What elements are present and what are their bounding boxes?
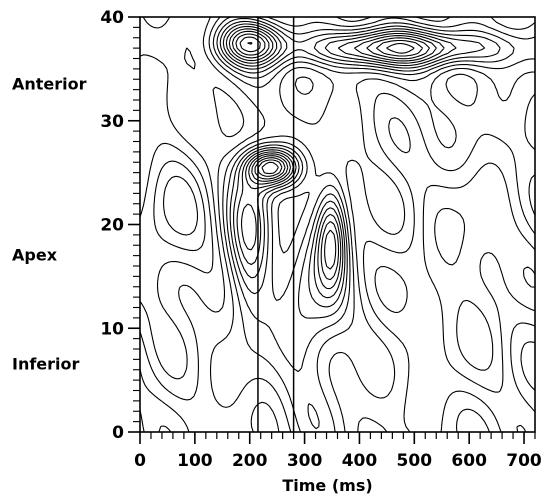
x-axis: 0 100 200 300 400 500 600 700 <box>134 432 542 471</box>
x-tick-label: 200 <box>232 451 268 471</box>
contour-level-6 <box>158 16 536 433</box>
region-label-inferior: Inferior <box>12 355 80 374</box>
contour-level-5 <box>139 16 536 433</box>
contour-level-12 <box>228 28 437 281</box>
y-tick-label: 10 <box>100 319 124 339</box>
vertical-markers <box>257 17 295 432</box>
contour-level-2 <box>153 160 536 371</box>
region-label-apex: Apex <box>12 246 58 265</box>
contour-level-8 <box>216 17 501 319</box>
contour-level-3 <box>139 117 536 433</box>
x-tick-label: 600 <box>451 451 487 471</box>
x-tick-label: 0 <box>134 451 146 471</box>
x-tick-label: 700 <box>506 451 542 471</box>
contour-level-14 <box>235 33 424 180</box>
x-tick-label: 300 <box>287 451 323 471</box>
region-label-anterior: Anterior <box>12 74 87 93</box>
contour-level-7 <box>212 16 515 430</box>
contour-level-11 <box>225 25 445 290</box>
y-tick-label: 40 <box>100 8 124 28</box>
x-axis-title: Time (ms) <box>282 476 372 495</box>
x-tick-label: 400 <box>342 451 378 471</box>
contour-level-16 <box>247 42 279 175</box>
y-axis: 0 10 20 30 40 <box>100 8 140 443</box>
contour-level-15 <box>239 36 415 177</box>
contour-level-10 <box>222 23 457 299</box>
contour-level-4 <box>139 47 536 433</box>
region-labels: Anterior Apex Inferior <box>12 74 87 373</box>
contour-level-1 <box>162 175 199 236</box>
contour-level-13 <box>231 30 430 270</box>
y-tick-label: 20 <box>100 216 124 236</box>
contour-level-9 <box>219 20 486 308</box>
contour-lines <box>139 16 536 433</box>
y-tick-label: 30 <box>100 112 124 132</box>
x-tick-label: 500 <box>397 451 433 471</box>
x-tick-label: 100 <box>177 451 213 471</box>
y-tick-label: 0 <box>112 423 124 443</box>
